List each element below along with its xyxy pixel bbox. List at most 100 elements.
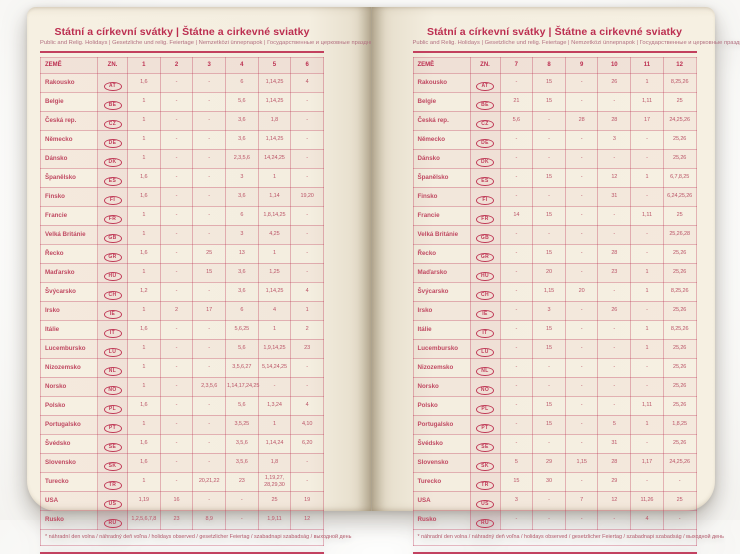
holiday-dates-cell: 25 [192, 243, 226, 264]
country-row: Turecko TR 15 30-29- - [412, 471, 697, 492]
column-header: ZEMĚ [40, 57, 98, 74]
holiday-dates-cell: - [159, 148, 194, 169]
column-header: 3 [192, 57, 226, 74]
holiday-dates-cell: - [159, 91, 194, 112]
holiday-dates-cell: 1 [127, 471, 161, 492]
holiday-dates-cell: 1,6 [127, 186, 161, 207]
country-code-badge: GR [476, 252, 494, 263]
holiday-dates-cell: 6 [224, 72, 259, 93]
country-row: Nizozemsko NL 1- -3,5,6,27 5,14,24,25- [40, 357, 324, 378]
holiday-dates-cell: 20 [564, 281, 599, 302]
holiday-dates-cell: 1 [630, 167, 664, 188]
country-row: Švédsko SE - - -31-25,26 [412, 433, 697, 454]
holiday-dates-cell: - [192, 319, 226, 340]
holiday-dates-cell: - [564, 338, 599, 359]
country-code-cell: PT [97, 414, 128, 435]
country-code-badge: NO [103, 385, 122, 396]
country-code-badge: IT [476, 328, 494, 339]
holiday-dates-cell: 15 [532, 395, 566, 416]
holiday-dates-cell: - [532, 433, 566, 454]
page-title: Státní a církevní svátky | Štátne a cirk… [426, 26, 683, 38]
holiday-dates-cell: - [532, 224, 566, 245]
holiday-dates-cell: - [597, 281, 632, 302]
holiday-dates-cell: 1 [257, 243, 292, 264]
holiday-dates-cell: - [630, 433, 664, 454]
holiday-dates-cell: 1 [127, 300, 161, 321]
holiday-dates-cell: 1,3,24 [257, 395, 292, 416]
holiday-dates-cell: - [159, 319, 194, 340]
holiday-dates-cell: - [532, 110, 566, 131]
holiday-dates-cell: - [192, 357, 226, 378]
holiday-dates-cell: - [499, 433, 534, 454]
holiday-dates-cell: 4 [290, 72, 324, 93]
country-row: Řecko GR -15-28-25,26 [412, 243, 697, 264]
holiday-dates-cell: 1 [257, 167, 292, 188]
holiday-dates-cell: 3,6 [224, 129, 259, 150]
column-header: 2 [159, 57, 194, 74]
holiday-dates-cell: - [499, 167, 534, 188]
holiday-dates-cell: - [499, 338, 534, 359]
country-code-cell: LU [469, 338, 501, 359]
country-row: Německo DE - - -3-25,26 [412, 129, 697, 150]
holiday-dates-cell: 1 [290, 300, 324, 321]
holiday-dates-cell: - [290, 357, 324, 378]
country-name: Slovensko [40, 452, 98, 473]
holiday-dates-cell: 20,21,22 [192, 471, 226, 492]
holiday-dates-cell: 28 [564, 110, 599, 131]
holiday-dates-cell: 1 [127, 129, 161, 150]
holiday-dates-cell: 25,26 [662, 376, 697, 397]
country-row: Švédsko SE 1,6- -3,5,6 1,14,24 6,20 [40, 433, 324, 454]
country-row: Rakousko AT 1,6- -6 1,14,25 4 [40, 72, 324, 93]
country-code-cell: GB [469, 224, 501, 245]
country-code-cell: SK [97, 452, 128, 473]
holiday-dates-cell: 3,5,6 [224, 452, 259, 473]
holiday-dates-cell: - [499, 129, 534, 150]
holiday-dates-cell: - [290, 243, 324, 264]
header-row: ZEMĚ ZN. 7 8 9 10 11 12 [412, 57, 697, 74]
holiday-dates-cell: 1,25 [257, 262, 292, 283]
footnote: * náhradní den volna / náhradný deň voľn… [412, 528, 724, 546]
holiday-dates-cell: 24,25,26 [662, 110, 697, 131]
holiday-dates-cell: 1,8,14,25 [257, 205, 292, 226]
holiday-dates-cell: 1,14,24 [257, 433, 292, 454]
holiday-dates-cell: - [564, 148, 599, 169]
country-name: Švédsko [412, 433, 471, 454]
country-name: Maďarsko [412, 262, 471, 283]
holiday-dates-cell: - [499, 281, 534, 302]
holiday-dates-cell: 23 [224, 471, 259, 492]
holiday-dates-cell: - [192, 110, 226, 131]
country-code-badge: ES [476, 176, 494, 187]
country-row: Velká Británie GB - - - - -25,26,28 [412, 224, 697, 245]
country-row: Belgie BE 21 15- -1,11 25 [412, 91, 697, 112]
country-code-badge: CZ [103, 119, 122, 130]
country-code-badge: DK [476, 157, 494, 168]
holiday-dates-cell: - [499, 357, 534, 378]
holiday-dates-cell: - [192, 433, 226, 454]
country-row: Maďarsko HU -20-23 1 25,26 [412, 262, 697, 283]
country-name: Irsko [40, 300, 98, 321]
country-code-badge: PT [103, 423, 122, 434]
country-code-badge: CH [103, 290, 122, 301]
country-code-cell: IT [469, 319, 501, 340]
country-code-cell: US [469, 490, 501, 511]
country-row: Řecko GR 1,6-25 13 1- [40, 243, 324, 264]
holiday-dates-cell: 1 [127, 224, 161, 245]
holiday-dates-cell: 3 [597, 129, 632, 150]
holiday-dates-cell: 3 [224, 167, 259, 188]
holiday-dates-cell: - [564, 243, 599, 264]
country-code-badge: FI [103, 195, 122, 206]
country-row: Velká Británie GB 1- -3 4,25- [40, 224, 324, 245]
holiday-dates-cell: 15 [532, 243, 566, 264]
holiday-dates-cell: - [630, 243, 664, 264]
holiday-dates-cell: - [192, 281, 226, 302]
holiday-dates-cell: - [597, 319, 632, 340]
country-code-badge: TR [103, 480, 122, 491]
holiday-dates-cell: 25 [257, 490, 292, 511]
country-code-badge: DE [476, 138, 494, 149]
holiday-dates-cell: 1,6 [127, 319, 161, 340]
holiday-dates-cell: 20 [532, 262, 566, 283]
country-code-badge: NO [476, 385, 494, 396]
holiday-dates-cell: - [564, 414, 599, 435]
holiday-dates-cell: 15 [532, 338, 566, 359]
country-name: Nizozemsko [40, 357, 98, 378]
